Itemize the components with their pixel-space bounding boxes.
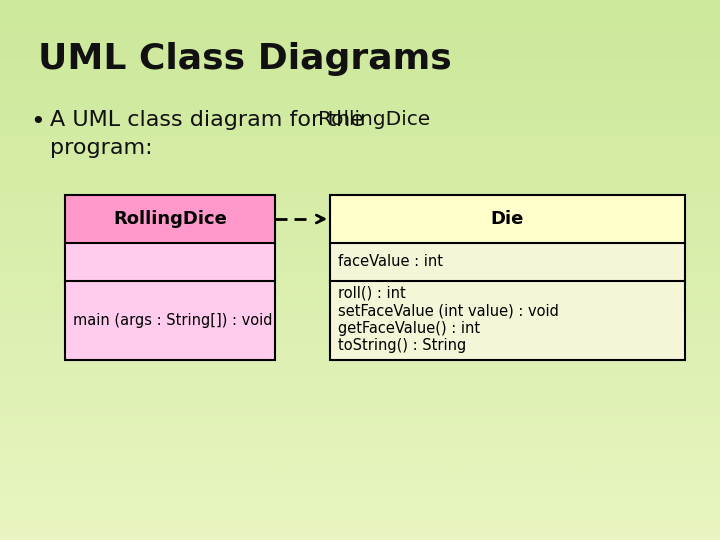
Text: UML Class Diagrams: UML Class Diagrams (38, 42, 451, 76)
Text: roll() : int: roll() : int (338, 286, 406, 301)
Bar (330, 281, 685, 360)
Text: RollingDice: RollingDice (318, 110, 431, 129)
Bar (65, 243, 275, 281)
Text: getFaceValue() : int: getFaceValue() : int (338, 321, 480, 336)
Text: RollingDice: RollingDice (113, 210, 227, 228)
Text: main (args : String[]) : void: main (args : String[]) : void (73, 313, 272, 328)
Text: faceValue : int: faceValue : int (338, 254, 443, 269)
Bar (330, 195, 685, 243)
Text: •: • (30, 110, 45, 134)
Bar (65, 195, 275, 243)
Bar (330, 243, 685, 281)
Text: Die: Die (491, 210, 524, 228)
Text: A UML class diagram for the: A UML class diagram for the (50, 110, 371, 130)
Bar (330, 195, 685, 360)
Text: toString() : String: toString() : String (338, 339, 467, 354)
Bar (65, 195, 275, 360)
Text: setFaceValue (int value) : void: setFaceValue (int value) : void (338, 303, 559, 319)
Bar (65, 281, 275, 360)
Text: program:: program: (50, 138, 153, 158)
